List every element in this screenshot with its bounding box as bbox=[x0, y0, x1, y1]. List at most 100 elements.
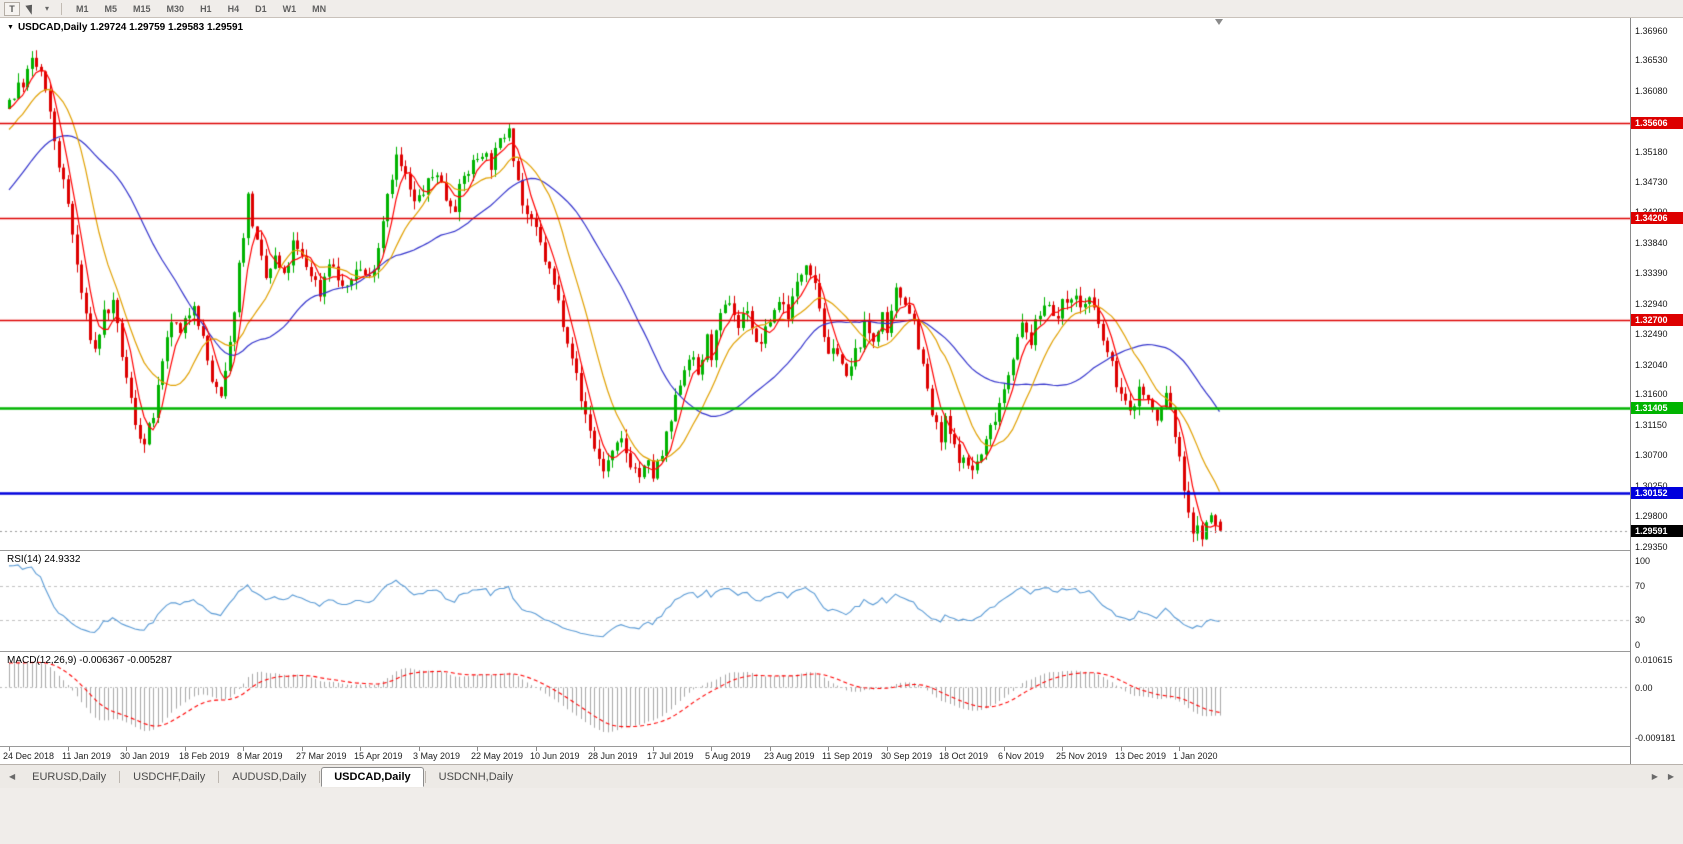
date-tick-label: 30 Sep 2019 bbox=[881, 751, 933, 761]
chart-menu-icon[interactable]: ▼ bbox=[7, 24, 14, 31]
price-tick-label: 1.33390 bbox=[1635, 268, 1668, 278]
price-tick-label: 1.31150 bbox=[1635, 420, 1667, 430]
toolbar-separator bbox=[61, 2, 62, 15]
cursor-tool-button[interactable] bbox=[23, 2, 39, 16]
text-tool-icon: T bbox=[9, 3, 15, 14]
timeframe-button-m1[interactable]: M1 bbox=[76, 3, 89, 14]
date-tick-label: 18 Feb 2019 bbox=[179, 751, 230, 761]
rsi-tick-label: 0 bbox=[1635, 640, 1641, 650]
date-tick-mark bbox=[1004, 747, 1005, 751]
pane-separator bbox=[0, 746, 1683, 747]
tab-scroll-end-icon[interactable]: ▶ bbox=[1667, 772, 1674, 781]
date-tick-label: 30 Jan 2019 bbox=[120, 751, 170, 761]
price-tick-label: 1.36530 bbox=[1635, 55, 1668, 65]
timeframe-button-mn[interactable]: MN bbox=[312, 3, 327, 14]
date-tick-mark bbox=[770, 747, 771, 751]
date-tick-mark bbox=[536, 747, 537, 751]
date-tick-mark bbox=[126, 747, 127, 751]
toolbar: T ▾ M1 M5 M15 M30 H1 H4 D1 W1 MN bbox=[0, 0, 1683, 18]
chart-tab-eurusd[interactable]: EURUSD,Daily bbox=[32, 770, 107, 783]
price-tick-label: 1.33840 bbox=[1635, 238, 1668, 248]
date-tick-label: 15 Apr 2019 bbox=[354, 751, 403, 761]
timeframe-button-h1[interactable]: H1 bbox=[200, 3, 212, 14]
price-tick-label: 1.36080 bbox=[1635, 86, 1668, 96]
date-tick-mark bbox=[360, 747, 361, 751]
chart-shift-marker[interactable] bbox=[1215, 19, 1223, 25]
tool-dropdown-button[interactable]: ▾ bbox=[42, 2, 52, 16]
tab-scroll-left-icon[interactable]: ◀ bbox=[9, 772, 16, 781]
price-tick-label: 1.35180 bbox=[1635, 147, 1668, 157]
chart-tab-audusd[interactable]: AUDUSD,Daily bbox=[232, 770, 307, 783]
rsi-tick-label: 30 bbox=[1635, 615, 1646, 625]
date-tick-label: 28 Jun 2019 bbox=[588, 751, 638, 761]
date-tick-mark bbox=[887, 747, 888, 751]
price-chart-canvas[interactable] bbox=[0, 18, 1630, 550]
price-axis[interactable]: 1.369601.365301.360801.356301.351801.347… bbox=[1630, 18, 1683, 764]
timeframe-button-m15[interactable]: M15 bbox=[133, 3, 151, 14]
timeframe-button-m30[interactable]: M30 bbox=[166, 3, 185, 14]
timeframe-group: M1 M5 M15 M30 H1 H4 D1 W1 MN bbox=[68, 2, 334, 16]
date-tick-label: 13 Dec 2019 bbox=[1115, 751, 1167, 761]
date-tick-mark bbox=[653, 747, 654, 751]
price-tick-label: 1.30700 bbox=[1635, 450, 1668, 460]
tab-separator bbox=[319, 770, 321, 783]
date-tick-label: 5 Aug 2019 bbox=[705, 751, 751, 761]
price-tick-label: 1.34730 bbox=[1635, 177, 1668, 187]
price-tick-label: 1.32040 bbox=[1635, 360, 1668, 370]
timeframe-button-h4[interactable]: H4 bbox=[227, 3, 240, 14]
price-badge-1.34206: 1.34206 bbox=[1631, 212, 1683, 224]
price-badge-1.30152: 1.30152 bbox=[1631, 487, 1683, 499]
price-badge-1.35606: 1.35606 bbox=[1631, 117, 1683, 129]
date-tick-label: 11 Jan 2019 bbox=[62, 751, 111, 761]
tab-scroll-right-icon[interactable]: ▶ bbox=[1651, 772, 1658, 781]
price-tick-label: 1.30250 bbox=[1635, 481, 1668, 491]
chart-tab-usdcad[interactable]: USDCAD,Daily bbox=[321, 766, 424, 787]
chart-title-row: ▼ USDCAD,Daily 1.29724 1.29759 1.29583 1… bbox=[7, 22, 243, 33]
date-tick-mark bbox=[477, 747, 478, 751]
date-tick-label: 6 Nov 2019 bbox=[998, 751, 1045, 761]
chart-window: ▼ USDCAD,Daily 1.29724 1.29759 1.29583 1… bbox=[0, 18, 1683, 764]
timeframe-button-d1[interactable]: D1 bbox=[255, 3, 267, 14]
price-badge-1.29591: 1.29591 bbox=[1631, 525, 1683, 537]
date-tick-mark bbox=[68, 747, 69, 751]
text-tool-button[interactable]: T bbox=[4, 1, 20, 16]
chart-title: USDCAD,Daily 1.29724 1.29759 1.29583 1.2… bbox=[17, 22, 244, 33]
macd-tick-label: 0.00 bbox=[1635, 683, 1653, 693]
tab-separator bbox=[218, 770, 220, 783]
tab-bar-right: ▶ ▶ bbox=[1647, 765, 1679, 788]
date-tick-mark bbox=[945, 747, 946, 751]
macd-pane-canvas[interactable] bbox=[0, 652, 1630, 746]
date-axis[interactable]: 24 Dec 2018 11 Jan 2019 30 Jan 2019 18 Feb … bbox=[0, 747, 1630, 764]
timeframe-button-w1[interactable]: W1 bbox=[282, 3, 297, 14]
pane-separator[interactable] bbox=[0, 550, 1683, 551]
date-tick-mark bbox=[419, 747, 420, 751]
price-tick-label: 1.32490 bbox=[1635, 329, 1668, 339]
price-tick-label: 1.29800 bbox=[1635, 511, 1668, 521]
macd-label: MACD(12,26,9) -0.006367 -0.005287 bbox=[7, 655, 173, 666]
rsi-label: RSI(14) 24.9332 bbox=[7, 554, 81, 565]
date-tick-mark bbox=[594, 747, 595, 751]
price-tick-label: 1.29350 bbox=[1635, 542, 1668, 552]
macd-tick-label: 0.010615 bbox=[1635, 655, 1673, 665]
date-tick-mark bbox=[9, 747, 10, 751]
date-tick-label: 11 Sep 2019 bbox=[822, 751, 873, 761]
rsi-pane-canvas[interactable] bbox=[0, 551, 1630, 651]
date-tick-mark bbox=[711, 747, 712, 751]
date-tick-mark bbox=[1179, 747, 1180, 751]
date-tick-mark bbox=[185, 747, 186, 751]
date-tick-label: 18 Oct 2019 bbox=[939, 751, 989, 761]
cursor-icon bbox=[25, 2, 37, 15]
pane-separator[interactable] bbox=[0, 651, 1683, 652]
chart-tab-usdchf[interactable]: USDCHF,Daily bbox=[133, 770, 206, 783]
chevron-down-icon: ▾ bbox=[44, 4, 49, 13]
date-tick-label: 10 Jun 2019 bbox=[530, 751, 580, 761]
date-tick-label: 8 Mar 2019 bbox=[237, 751, 283, 761]
date-tick-label: 17 Jul 2019 bbox=[647, 751, 694, 761]
price-tick-label: 1.32940 bbox=[1635, 299, 1668, 309]
chart-tab-usdcnh[interactable]: USDCNH,Daily bbox=[438, 770, 514, 783]
timeframe-button-m5[interactable]: M5 bbox=[104, 3, 118, 14]
price-badge-1.31405: 1.31405 bbox=[1631, 402, 1683, 414]
tab-separator bbox=[424, 770, 426, 783]
date-tick-label: 24 Dec 2018 bbox=[3, 751, 55, 761]
